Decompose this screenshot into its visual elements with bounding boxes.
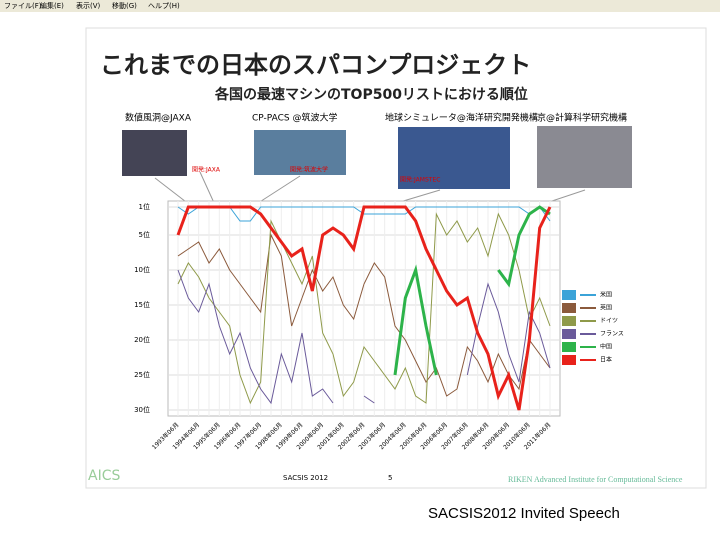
series-line bbox=[177, 206, 551, 222]
series-line bbox=[177, 233, 551, 397]
footer-logo: AICS bbox=[88, 468, 120, 484]
legend-label: フランス bbox=[600, 331, 624, 338]
dev-label: 開発:筑波大学 bbox=[290, 166, 328, 174]
photo bbox=[398, 127, 510, 189]
y-tick-label: 1位 bbox=[139, 202, 150, 211]
legend-label: 米国 bbox=[600, 291, 612, 299]
slide-subtitle: 各国の最速マシンのTOP500リストにおける順位 bbox=[214, 86, 528, 103]
y-tick-label: 25位 bbox=[134, 370, 150, 379]
series-line bbox=[363, 395, 375, 404]
legend-flag bbox=[562, 355, 576, 365]
y-tick-label: 15位 bbox=[134, 300, 150, 309]
photo-label: 数値風洞@JAXA bbox=[125, 112, 192, 124]
legend-flag bbox=[562, 316, 576, 326]
photo bbox=[537, 126, 632, 188]
y-tick-label: 10位 bbox=[134, 265, 150, 274]
legend-flag bbox=[562, 290, 576, 300]
photo bbox=[122, 130, 187, 176]
legend-label: 英国 bbox=[600, 304, 612, 312]
footer-event: SACSIS 2012 bbox=[283, 474, 328, 482]
menu-item: ヘルプ(H) bbox=[148, 2, 180, 10]
dev-label: 開発:JAMSTEC bbox=[400, 176, 440, 184]
legend-flag bbox=[562, 303, 576, 313]
footer-institute: RIKEN Advanced Institute for Computation… bbox=[508, 475, 683, 484]
menu-item: 表示(V) bbox=[76, 1, 101, 10]
caption: SACSIS2012 Invited Speech bbox=[428, 505, 620, 522]
legend-flag bbox=[562, 329, 576, 339]
menu-item: 移動(G) bbox=[112, 1, 137, 10]
series-line bbox=[466, 282, 551, 383]
photo bbox=[254, 130, 346, 175]
photo-label: 地球シミュレータ@海洋研究開発機構 bbox=[385, 112, 538, 124]
series-line bbox=[393, 264, 438, 376]
series-line bbox=[177, 212, 551, 405]
menu-item: 編集(E) bbox=[40, 1, 64, 10]
series-line bbox=[176, 205, 552, 411]
menu-item: ファイル(F) bbox=[4, 2, 42, 10]
photo-label: CP-PACS @筑波大学 bbox=[252, 112, 337, 124]
photo-label: 京@計算科学研究機構 bbox=[537, 112, 627, 124]
menu: ファイル(F)編集(E) 表示(V) 移動(G) ヘルプ(H) bbox=[4, 1, 180, 10]
legend-flag bbox=[562, 342, 576, 352]
y-tick-label: 5位 bbox=[139, 230, 150, 239]
menu-bar bbox=[0, 0, 720, 12]
series-line bbox=[497, 205, 551, 288]
series-line bbox=[177, 269, 334, 405]
dev-label: 開発:JAXA bbox=[192, 166, 221, 174]
footer-page: 5 bbox=[388, 474, 392, 482]
legend-label: ドイツ bbox=[600, 318, 618, 325]
legend-label: 日本 bbox=[600, 356, 612, 364]
slide-title: これまでの日本のスパコンプロジェクト bbox=[100, 51, 531, 79]
y-tick-label: 30位 bbox=[134, 405, 150, 414]
y-tick-label: 20位 bbox=[134, 335, 150, 344]
legend-label: 中国 bbox=[600, 343, 612, 351]
chart: 1位5位10位15位20位25位30位1993年06月1994年06月1995年… bbox=[134, 200, 624, 451]
